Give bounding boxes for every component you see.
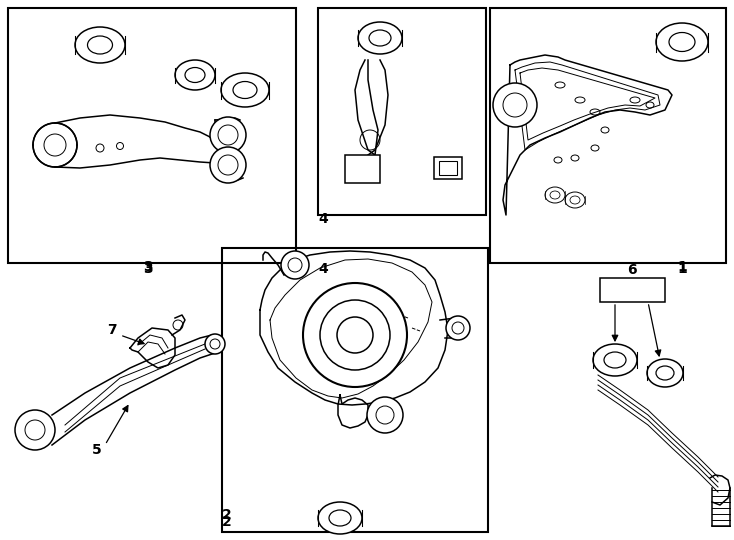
Circle shape	[15, 410, 55, 450]
Ellipse shape	[565, 192, 585, 208]
Circle shape	[367, 397, 403, 433]
Bar	[8, 8, 296, 263]
Circle shape	[493, 83, 537, 127]
Ellipse shape	[318, 502, 362, 534]
Bar	[222, 248, 488, 532]
Text: 4: 4	[318, 212, 328, 226]
Ellipse shape	[358, 22, 402, 54]
Text: 5: 5	[92, 443, 102, 457]
Text: 6: 6	[627, 263, 637, 277]
Bar	[600, 278, 665, 302]
Text: 2: 2	[222, 508, 232, 522]
Text: 1: 1	[677, 262, 687, 276]
Ellipse shape	[593, 344, 637, 376]
Bar	[434, 157, 462, 179]
Bar	[345, 155, 380, 183]
Circle shape	[281, 251, 309, 279]
Text: 1: 1	[677, 260, 687, 274]
Circle shape	[303, 283, 407, 387]
Circle shape	[446, 316, 470, 340]
Bar	[318, 8, 486, 215]
Text: 7: 7	[107, 323, 117, 337]
Text: 2: 2	[222, 515, 232, 529]
Ellipse shape	[75, 27, 125, 63]
Bar	[490, 8, 726, 263]
Ellipse shape	[175, 60, 215, 90]
Ellipse shape	[221, 73, 269, 107]
Circle shape	[210, 117, 246, 153]
Bar	[439, 161, 457, 176]
Ellipse shape	[647, 359, 683, 387]
Text: 3: 3	[143, 260, 153, 274]
Circle shape	[210, 147, 246, 183]
Circle shape	[205, 334, 225, 354]
Text: 3: 3	[143, 262, 153, 276]
Ellipse shape	[545, 187, 565, 203]
Text: 4: 4	[318, 262, 328, 276]
Ellipse shape	[656, 23, 708, 61]
